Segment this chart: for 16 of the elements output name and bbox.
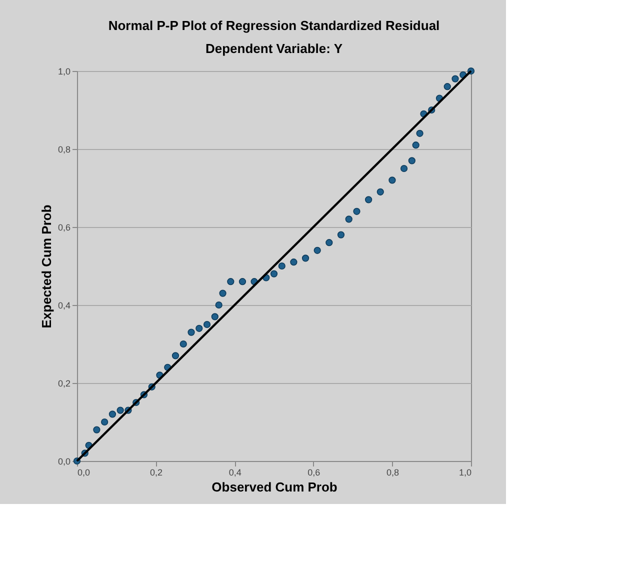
y-axis-title: Expected Cum Prob <box>38 204 54 328</box>
x-tick-label: 0,0 <box>78 468 90 478</box>
y-tick-label: 1,0 <box>58 66 70 76</box>
chart-subtitle: Dependent Variable: Y <box>205 41 343 56</box>
chart-title: Normal P-P Plot of Regression Standardized Residual <box>108 18 440 34</box>
y-tick-label: 0,8 <box>58 144 70 154</box>
x-tick-label: 0,8 <box>386 468 399 478</box>
x-axis-title: Observed Cum Prob <box>212 480 338 494</box>
x-tick-label: 1,0 <box>458 468 472 478</box>
x-tick-label: 0,2 <box>150 468 163 478</box>
y-tick-label: 0,4 <box>58 300 70 310</box>
y-tick-label: 0,6 <box>58 222 70 232</box>
y-tick-label: 0,2 <box>58 378 70 388</box>
y-tick-label: 0,0 <box>58 456 70 466</box>
x-tick-label: 0,6 <box>308 468 320 478</box>
x-tick-label: 0,4 <box>228 468 242 478</box>
